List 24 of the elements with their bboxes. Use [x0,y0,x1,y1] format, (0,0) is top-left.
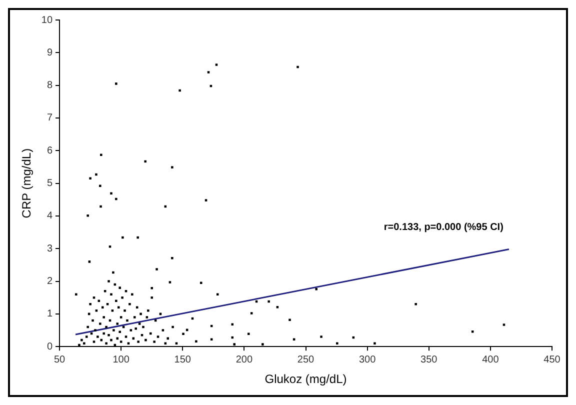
x-tick-label: 50 [54,354,66,366]
y-tick-label: 1 [46,308,53,320]
y-tick-label: 0 [46,341,53,352]
y-tick-label: 2 [46,276,53,288]
y-tick-label: 3 [46,243,53,254]
annotation: r=0.133, p=0.000 (%95 CI) [384,222,504,234]
x-axis-title: Glukoz (mg/dL) [264,372,347,386]
x-tick-label: 300 [358,354,376,366]
y-axis-title: CRP (mg/dL) [20,148,34,218]
y-tick-label: 4 [46,210,53,222]
x-tick-label: 350 [420,354,438,366]
y-tick-label: 10 [41,14,53,26]
x-tick-label: 200 [236,354,253,366]
x-tick-label: 400 [482,354,500,366]
x-tick-label: 250 [297,354,315,366]
frame: Glukoz (mg/dL) CRP (mg/dL) 50 100 150 200 250 300 350 400 450 0 1 2 3 4 5 6 7 8 9 10 r=0.133, p=0.000 (%95 CI) [8,8,568,397]
y-tick-label: 9 [46,47,53,58]
x-tick-label: 450 [544,354,561,366]
x-tick-label: 100 [112,354,130,366]
y-tick-label: 8 [46,80,53,92]
x-tick-label: 150 [174,354,192,366]
y-tick-label: 6 [46,145,53,156]
y-tick-label: 7 [46,112,53,124]
y-tick-label: 5 [46,178,53,190]
